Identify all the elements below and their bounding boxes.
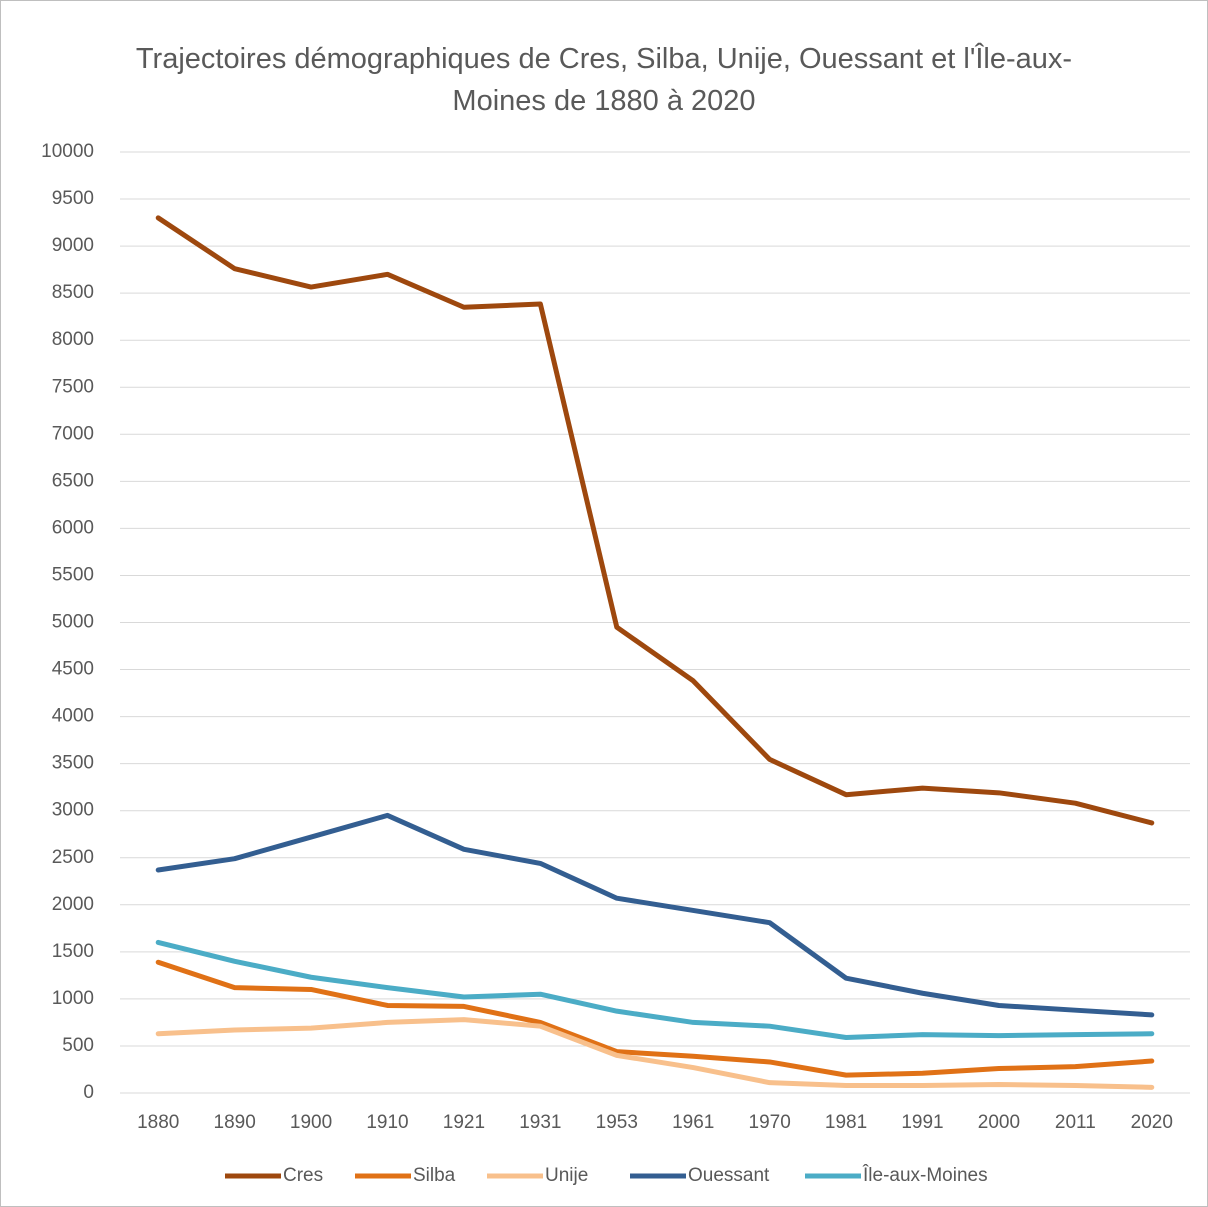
y-tick-label: 3000	[52, 800, 94, 821]
y-tick-label: 2500	[52, 847, 94, 868]
x-tick-label: 1880	[137, 1112, 179, 1133]
x-tick-label: 2020	[1131, 1112, 1173, 1133]
x-tick-label: 1900	[290, 1112, 332, 1133]
y-tick-label: 5000	[52, 612, 94, 633]
x-tick-label: 2011	[1055, 1112, 1096, 1133]
y-tick-label: 8500	[52, 282, 94, 303]
series-line	[155, 215, 1155, 826]
y-tick-label: 5500	[52, 564, 94, 585]
y-tick-label: 2000	[52, 894, 94, 915]
series-line	[155, 959, 1155, 1078]
y-tick-label: 6000	[52, 517, 94, 538]
x-tick-label: 2000	[978, 1112, 1020, 1133]
legend-label: Unije	[545, 1165, 588, 1186]
y-tick-label: 9000	[52, 235, 94, 256]
x-tick-label: 1970	[749, 1112, 791, 1133]
y-tick-label: 3500	[52, 753, 94, 774]
x-tick-label: 1991	[901, 1112, 943, 1133]
y-tick-label: 1500	[52, 941, 94, 962]
y-tick-label: 8000	[52, 329, 94, 350]
chart-title: Trajectoires démographiques de Cres, Sil…	[135, 43, 1073, 117]
y-tick-label: 6500	[52, 470, 94, 491]
legend-label: Silba	[413, 1165, 456, 1186]
legend-label: Cres	[283, 1165, 323, 1186]
x-tick-label: 1981	[825, 1112, 867, 1133]
x-tick-label: 1890	[214, 1112, 256, 1133]
x-tick-label: 1921	[443, 1112, 485, 1133]
series-line	[155, 812, 1155, 1018]
y-tick-label: 4000	[52, 706, 94, 727]
legend-label: Île-aux-Moines	[862, 1164, 988, 1186]
y-tick-label: 1000	[52, 988, 94, 1009]
x-tick-label: 1961	[672, 1112, 714, 1133]
x-tick-label: 1910	[366, 1112, 408, 1133]
y-tick-label: 500	[62, 1035, 94, 1056]
y-tick-label: 10000	[41, 141, 94, 162]
y-tick-label: 4500	[52, 659, 94, 680]
y-tick-label: 0	[83, 1082, 94, 1103]
legend-label: Ouessant	[688, 1165, 770, 1186]
y-tick-label: 7500	[52, 376, 94, 397]
y-tick-label: 7000	[52, 423, 94, 444]
x-tick-label: 1953	[596, 1112, 638, 1133]
y-tick-label: 9500	[52, 188, 94, 209]
series-line	[155, 1017, 1155, 1090]
series-line	[155, 939, 1155, 1040]
x-tick-label: 1931	[519, 1112, 561, 1133]
